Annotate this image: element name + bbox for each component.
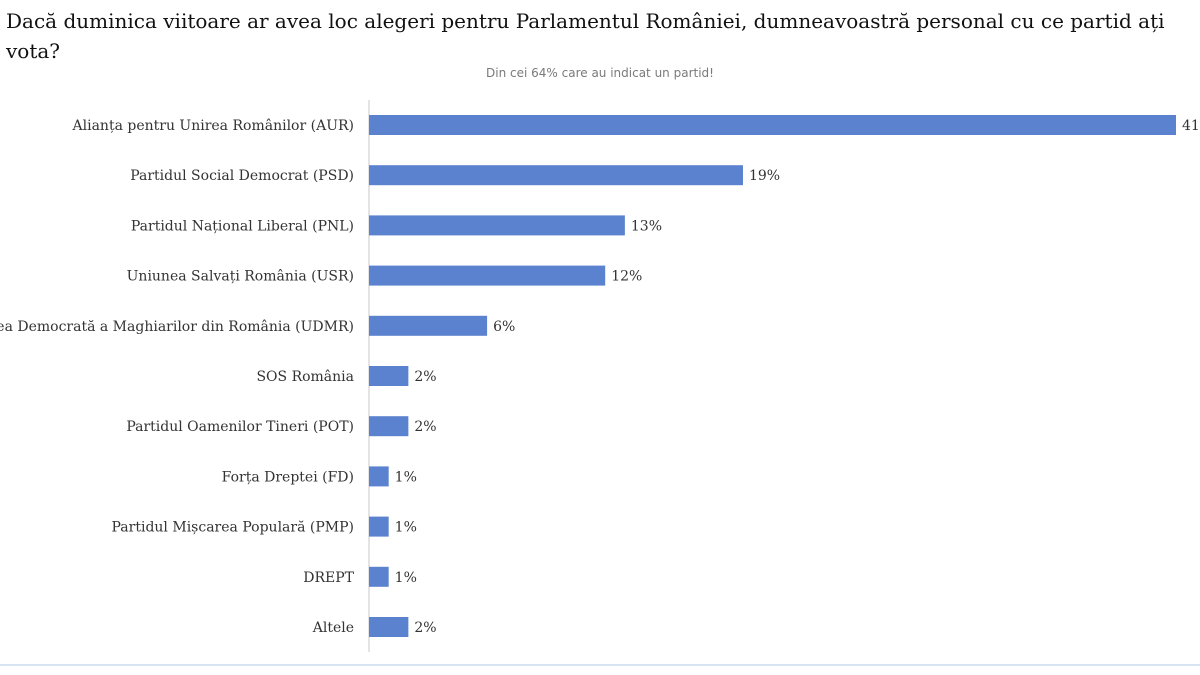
category-label: Partidul Social Democrat (PSD) bbox=[130, 168, 354, 184]
bar bbox=[369, 566, 389, 587]
value-label: 2% bbox=[414, 369, 436, 385]
bar bbox=[369, 115, 1176, 135]
value-label: 6% bbox=[493, 319, 515, 335]
category-label: Uniunea Salvați România (USR) bbox=[127, 269, 354, 285]
category-label: SOS România bbox=[256, 369, 354, 385]
chart-question-title: Dacă duminica viitoare ar avea loc alege… bbox=[6, 9, 1165, 63]
bar bbox=[369, 516, 389, 537]
value-label: 2% bbox=[414, 620, 436, 636]
bar bbox=[369, 366, 409, 386]
value-label: 13% bbox=[631, 218, 662, 234]
category-label: DREPT bbox=[303, 570, 354, 586]
value-label: 12% bbox=[611, 269, 642, 285]
bar bbox=[369, 416, 409, 437]
value-label: 2% bbox=[414, 419, 436, 435]
value-label: 1% bbox=[395, 469, 417, 485]
footer-divider bbox=[0, 664, 1200, 666]
category-label: Uniunea Democrată a Maghiarilor din Româ… bbox=[0, 319, 354, 335]
value-label: 1% bbox=[395, 570, 417, 586]
value-label: 41% bbox=[1182, 118, 1200, 134]
value-label: 19% bbox=[749, 168, 780, 184]
bar bbox=[369, 617, 409, 637]
bar bbox=[369, 215, 625, 236]
bar bbox=[369, 165, 743, 186]
category-label: Partidul Oamenilor Tineri (POT) bbox=[126, 419, 354, 435]
bar bbox=[369, 315, 488, 336]
category-label: Altele bbox=[312, 620, 354, 636]
category-label: Alianța pentru Unirea Românilor (AUR) bbox=[72, 118, 354, 134]
chart-subtitle: Din cei 64% care au indicat un partid! bbox=[486, 66, 714, 80]
category-label: Forța Dreptei (FD) bbox=[222, 469, 354, 485]
bar bbox=[369, 466, 389, 487]
value-label: 1% bbox=[395, 520, 417, 536]
bar bbox=[369, 265, 606, 286]
category-label: Partidul Mișcarea Populară (PMP) bbox=[112, 520, 354, 536]
category-label: Partidul Național Liberal (PNL) bbox=[131, 218, 354, 234]
